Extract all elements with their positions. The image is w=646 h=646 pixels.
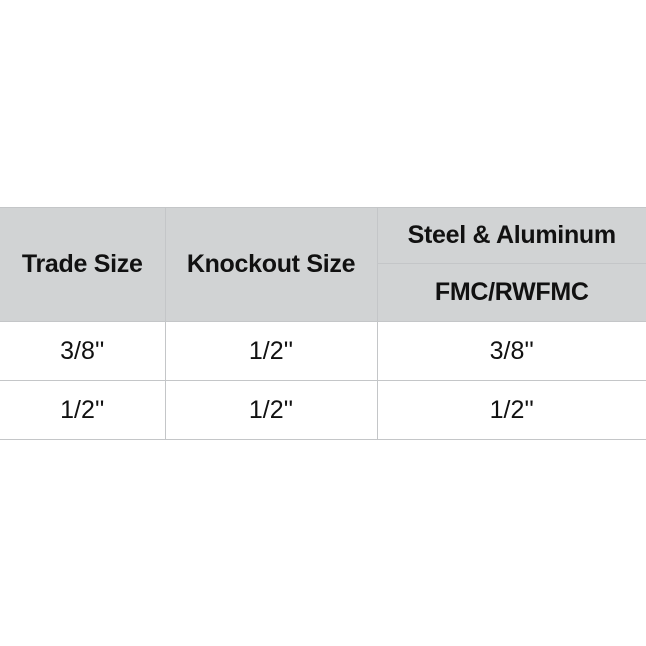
cell-knockout-size: 1/2'' <box>164 380 378 440</box>
header-steel-aluminum: Steel & Aluminum <box>376 207 646 264</box>
cell-trade-size: 1/2'' <box>0 380 166 440</box>
cell-fmc: 3/8'' <box>376 321 646 381</box>
table-row: 1/2'' 1/2'' 1/2'' <box>0 380 646 440</box>
header-knockout-size: Knockout Size <box>164 207 378 322</box>
table-row: 3/8'' 1/2'' 3/8'' <box>0 321 646 381</box>
header-fmc-rwfmc: FMC/RWFMC <box>377 263 646 322</box>
header-trade-size: Trade Size <box>0 207 166 322</box>
cell-fmc: 1/2'' <box>376 380 646 440</box>
size-table: Trade Size Knockout Size Steel & Aluminu… <box>0 207 646 440</box>
cell-trade-size: 3/8'' <box>0 321 166 381</box>
cell-knockout-size: 1/2'' <box>164 321 378 381</box>
